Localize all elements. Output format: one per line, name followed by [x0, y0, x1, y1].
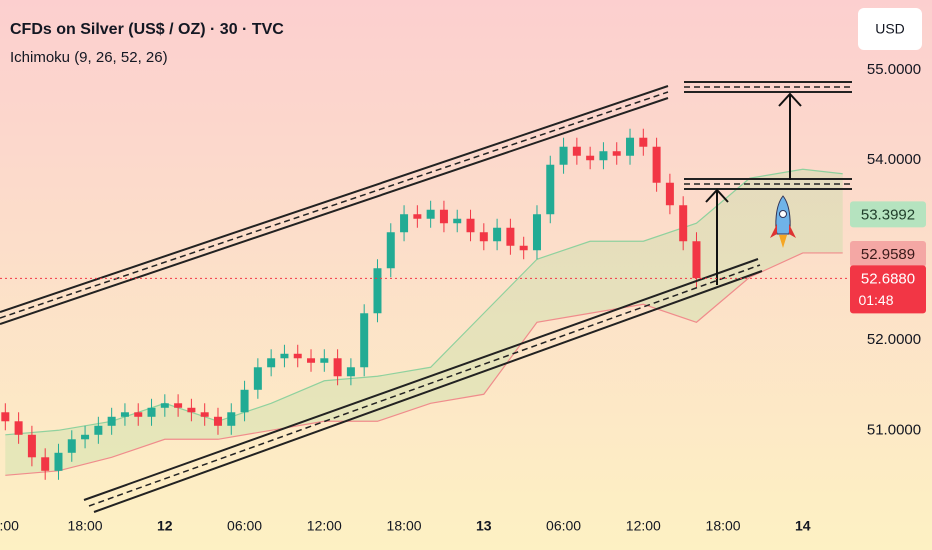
x-tick-label: 18:00 [68, 518, 103, 534]
candle-body [612, 151, 621, 156]
candle-body [493, 227, 502, 242]
channel-lower [83, 258, 763, 513]
candles [1, 128, 701, 480]
x-tick-label: 14 [795, 518, 811, 534]
cloud-fill [5, 169, 843, 476]
chart-title: CFDs on Silver (US$ / OZ) · 30 · TVC [10, 21, 284, 38]
candle-body [360, 313, 369, 368]
candle-body [253, 367, 262, 390]
price-tag-label: 53.3992 [861, 206, 915, 223]
candle-body [679, 205, 688, 242]
candle-body [532, 214, 541, 251]
candle-body [346, 367, 355, 377]
candle-body [333, 358, 342, 377]
candle-body [267, 358, 276, 368]
candle-body [41, 457, 50, 471]
x-tick-label: 06:00 [227, 518, 262, 534]
candle-body [1, 412, 10, 422]
x-tick-label: 18:00 [706, 518, 741, 534]
candle-body [652, 146, 661, 183]
y-tick-label: 55.0000 [867, 61, 921, 78]
y-tick-label: 51.0000 [867, 421, 921, 438]
price-tag [850, 201, 926, 228]
candle-body [174, 403, 183, 408]
x-tick-label: 12:00 [626, 518, 661, 534]
candle-body [147, 407, 156, 417]
candle-body [572, 146, 581, 156]
candle-body [453, 218, 462, 224]
target-mid [684, 178, 852, 190]
x-tick-label: 18:00 [387, 518, 422, 534]
candle-body [400, 214, 409, 233]
candle-body [213, 416, 222, 426]
candle-body [160, 403, 169, 408]
rocket-icon [770, 195, 796, 248]
ichimoku-cloud [5, 168, 843, 476]
x-tick-label: 2:00 [0, 518, 19, 534]
candle-body [639, 137, 648, 147]
candle-body [373, 268, 382, 314]
candle-body [626, 137, 635, 156]
channel-upper [0, 85, 669, 325]
span-a-line [5, 168, 843, 436]
candle-body [280, 353, 289, 359]
candle-body [187, 407, 196, 413]
candle-body [107, 416, 116, 426]
indicator-label: Ichimoku (9, 26, 52, 26) [10, 49, 168, 66]
candle-body [599, 151, 608, 161]
candle-body [120, 412, 129, 417]
countdown: 01:48 [858, 292, 893, 308]
candle-body [546, 164, 555, 215]
candle-body [665, 182, 674, 206]
y-tick-label: 52.0000 [867, 331, 921, 348]
candle-body [559, 146, 568, 165]
y-tick-label: 54.0000 [867, 151, 921, 168]
candle-body [692, 241, 701, 279]
price-axis: 55.0000 54.0000 52.0000 51.0000 2:00 18:00 12 0… [0, 61, 926, 534]
arrows [705, 92, 802, 285]
candle-body [54, 452, 63, 471]
candle-body [466, 218, 475, 233]
candle-body [439, 209, 448, 224]
candle-body [307, 358, 316, 363]
candle-body [134, 412, 143, 417]
currency-button[interactable] [858, 8, 922, 50]
candle-body [14, 421, 23, 435]
x-tick-label: 13 [476, 518, 492, 534]
currency-label: USD [875, 21, 905, 37]
price-tag-label: 52.9589 [861, 246, 915, 263]
candle-body [519, 245, 528, 251]
price-tag [850, 240, 926, 267]
span-b-line [5, 252, 843, 476]
candle-body [200, 412, 209, 417]
candle-body [293, 353, 302, 359]
x-tick-label: 12:00 [307, 518, 342, 534]
candle-body [94, 425, 103, 435]
candle-body [586, 155, 595, 161]
candle-body [413, 214, 422, 219]
candle-body [81, 434, 90, 440]
price-tag [850, 265, 926, 314]
candle-body [320, 358, 329, 363]
candle-body [67, 439, 76, 453]
x-tick-label: 06:00 [546, 518, 581, 534]
candle-body [386, 232, 395, 269]
candle-body [426, 209, 435, 219]
target-top [684, 81, 852, 93]
x-tick-label: 12 [157, 518, 173, 534]
candle-body [506, 227, 515, 246]
candle-body [27, 434, 36, 458]
candle-body [479, 232, 488, 242]
candle-body [227, 412, 236, 426]
price-tag-label: 52.6880 [861, 270, 915, 287]
candle-body [240, 389, 249, 413]
